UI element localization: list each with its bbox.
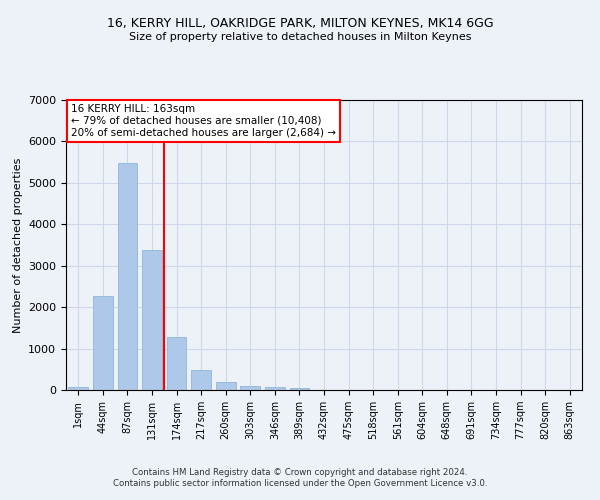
Text: 16, KERRY HILL, OAKRIDGE PARK, MILTON KEYNES, MK14 6GG: 16, KERRY HILL, OAKRIDGE PARK, MILTON KE… [107,18,493,30]
Bar [68,387,88,390]
Bar [290,388,309,390]
Text: Size of property relative to detached houses in Milton Keynes: Size of property relative to detached ho… [129,32,471,42]
Bar [265,386,284,390]
Bar [191,370,211,390]
Text: 16 KERRY HILL: 163sqm
← 79% of detached houses are smaller (10,408)
20% of semi-: 16 KERRY HILL: 163sqm ← 79% of detached … [71,104,336,138]
Text: Contains HM Land Registry data © Crown copyright and database right 2024.
Contai: Contains HM Land Registry data © Crown c… [113,468,487,487]
Bar [93,296,113,390]
Y-axis label: Number of detached properties: Number of detached properties [13,158,23,332]
Bar [216,382,236,390]
Bar [241,386,260,390]
Bar [142,250,162,390]
Bar [167,336,187,390]
Bar [118,163,137,390]
